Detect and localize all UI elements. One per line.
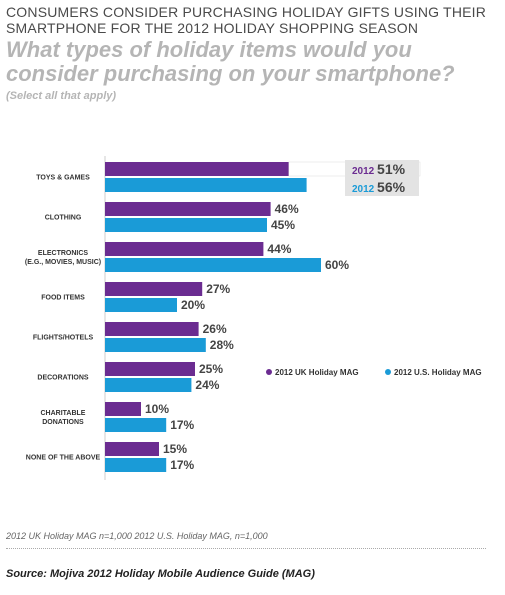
legend-swatch-us (385, 369, 391, 375)
chart-header: CONSUMERS CONSIDER PURCHASING HOLIDAY GI… (6, 4, 500, 102)
chart-question: What types of holiday items would you co… (6, 38, 500, 86)
data-label-uk: 46% (275, 202, 299, 216)
bar-us (105, 378, 192, 392)
bar-us (105, 218, 267, 232)
bar-us (105, 178, 307, 192)
data-label-us: 24% (195, 378, 219, 392)
bar-uk (105, 242, 264, 256)
category-label: CLOTHING (45, 215, 82, 222)
callout-us-value: 2012 56% (352, 179, 406, 195)
legend-label-us: 2012 U.S. Holiday MAG (394, 368, 482, 377)
bar-uk (105, 362, 195, 376)
bar-uk (105, 282, 203, 296)
bar-uk (105, 442, 159, 456)
bar-us (105, 298, 177, 312)
bar-uk (105, 162, 289, 176)
bar-uk (105, 322, 199, 336)
bar-us (105, 338, 206, 352)
select-all-note: (Select all that apply) (6, 90, 117, 102)
chart-question-line-2: consider purchasing on your smartphone? (6, 61, 455, 86)
source-note: Source: Mojiva 2012 Holiday Mobile Audie… (6, 568, 315, 580)
data-label-uk: 27% (206, 282, 230, 296)
chart-title-line-2: SMARTPHONE FOR THE 2012 HOLIDAY SHOPPING… (6, 20, 419, 36)
data-label-uk: 44% (267, 242, 291, 256)
footer-divider (6, 548, 486, 549)
data-label-us: 28% (210, 338, 234, 352)
category-label: TOYS & GAMES (36, 175, 90, 182)
data-label-us: 17% (170, 418, 194, 432)
data-label-uk: 25% (199, 362, 223, 376)
chart-title-line-1: CONSUMERS CONSIDER PURCHASING HOLIDAY GI… (6, 4, 487, 20)
legend-swatch-uk (266, 369, 272, 375)
category-label: FLIGHTS/HOTELS (33, 335, 94, 342)
legend-label-uk: 2012 UK Holiday MAG (275, 368, 359, 377)
bar-us (105, 418, 167, 432)
data-label-us: 17% (170, 458, 194, 472)
category-label: FOOD ITEMS (41, 295, 85, 302)
chart-title: CONSUMERS CONSIDER PURCHASING HOLIDAY GI… (6, 4, 500, 36)
bar-chart: 2012 51% 2012 56% TOYS & GAMES 46% 45% CLOTHI… (25, 156, 482, 480)
category-label: DECORATIONS (37, 375, 89, 382)
data-label-us: 45% (271, 218, 295, 232)
data-label-us: 60% (325, 258, 349, 272)
callout-box (345, 160, 419, 196)
data-label-uk: 10% (145, 402, 169, 416)
chart-question-line-1: What types of holiday items would you (6, 37, 412, 62)
data-label-uk: 15% (163, 442, 187, 456)
bar-uk (105, 202, 271, 216)
category-label: NONE OF THE ABOVE (26, 455, 101, 462)
data-label-uk: 26% (203, 322, 227, 336)
sample-size-note: 2012 UK Holiday MAG n=1,000 2012 U.S. Ho… (6, 531, 268, 541)
callout-uk-value: 2012 51% (352, 161, 406, 177)
bar-us (105, 458, 167, 472)
bar-us (105, 258, 321, 272)
category-label: CHARITABLE DONATIONS (41, 410, 86, 426)
bar-uk (105, 402, 141, 416)
data-label-us: 20% (181, 298, 205, 312)
category-label: ELECTRONICS (E.G., MOVIES, MUSIC) (25, 250, 101, 266)
